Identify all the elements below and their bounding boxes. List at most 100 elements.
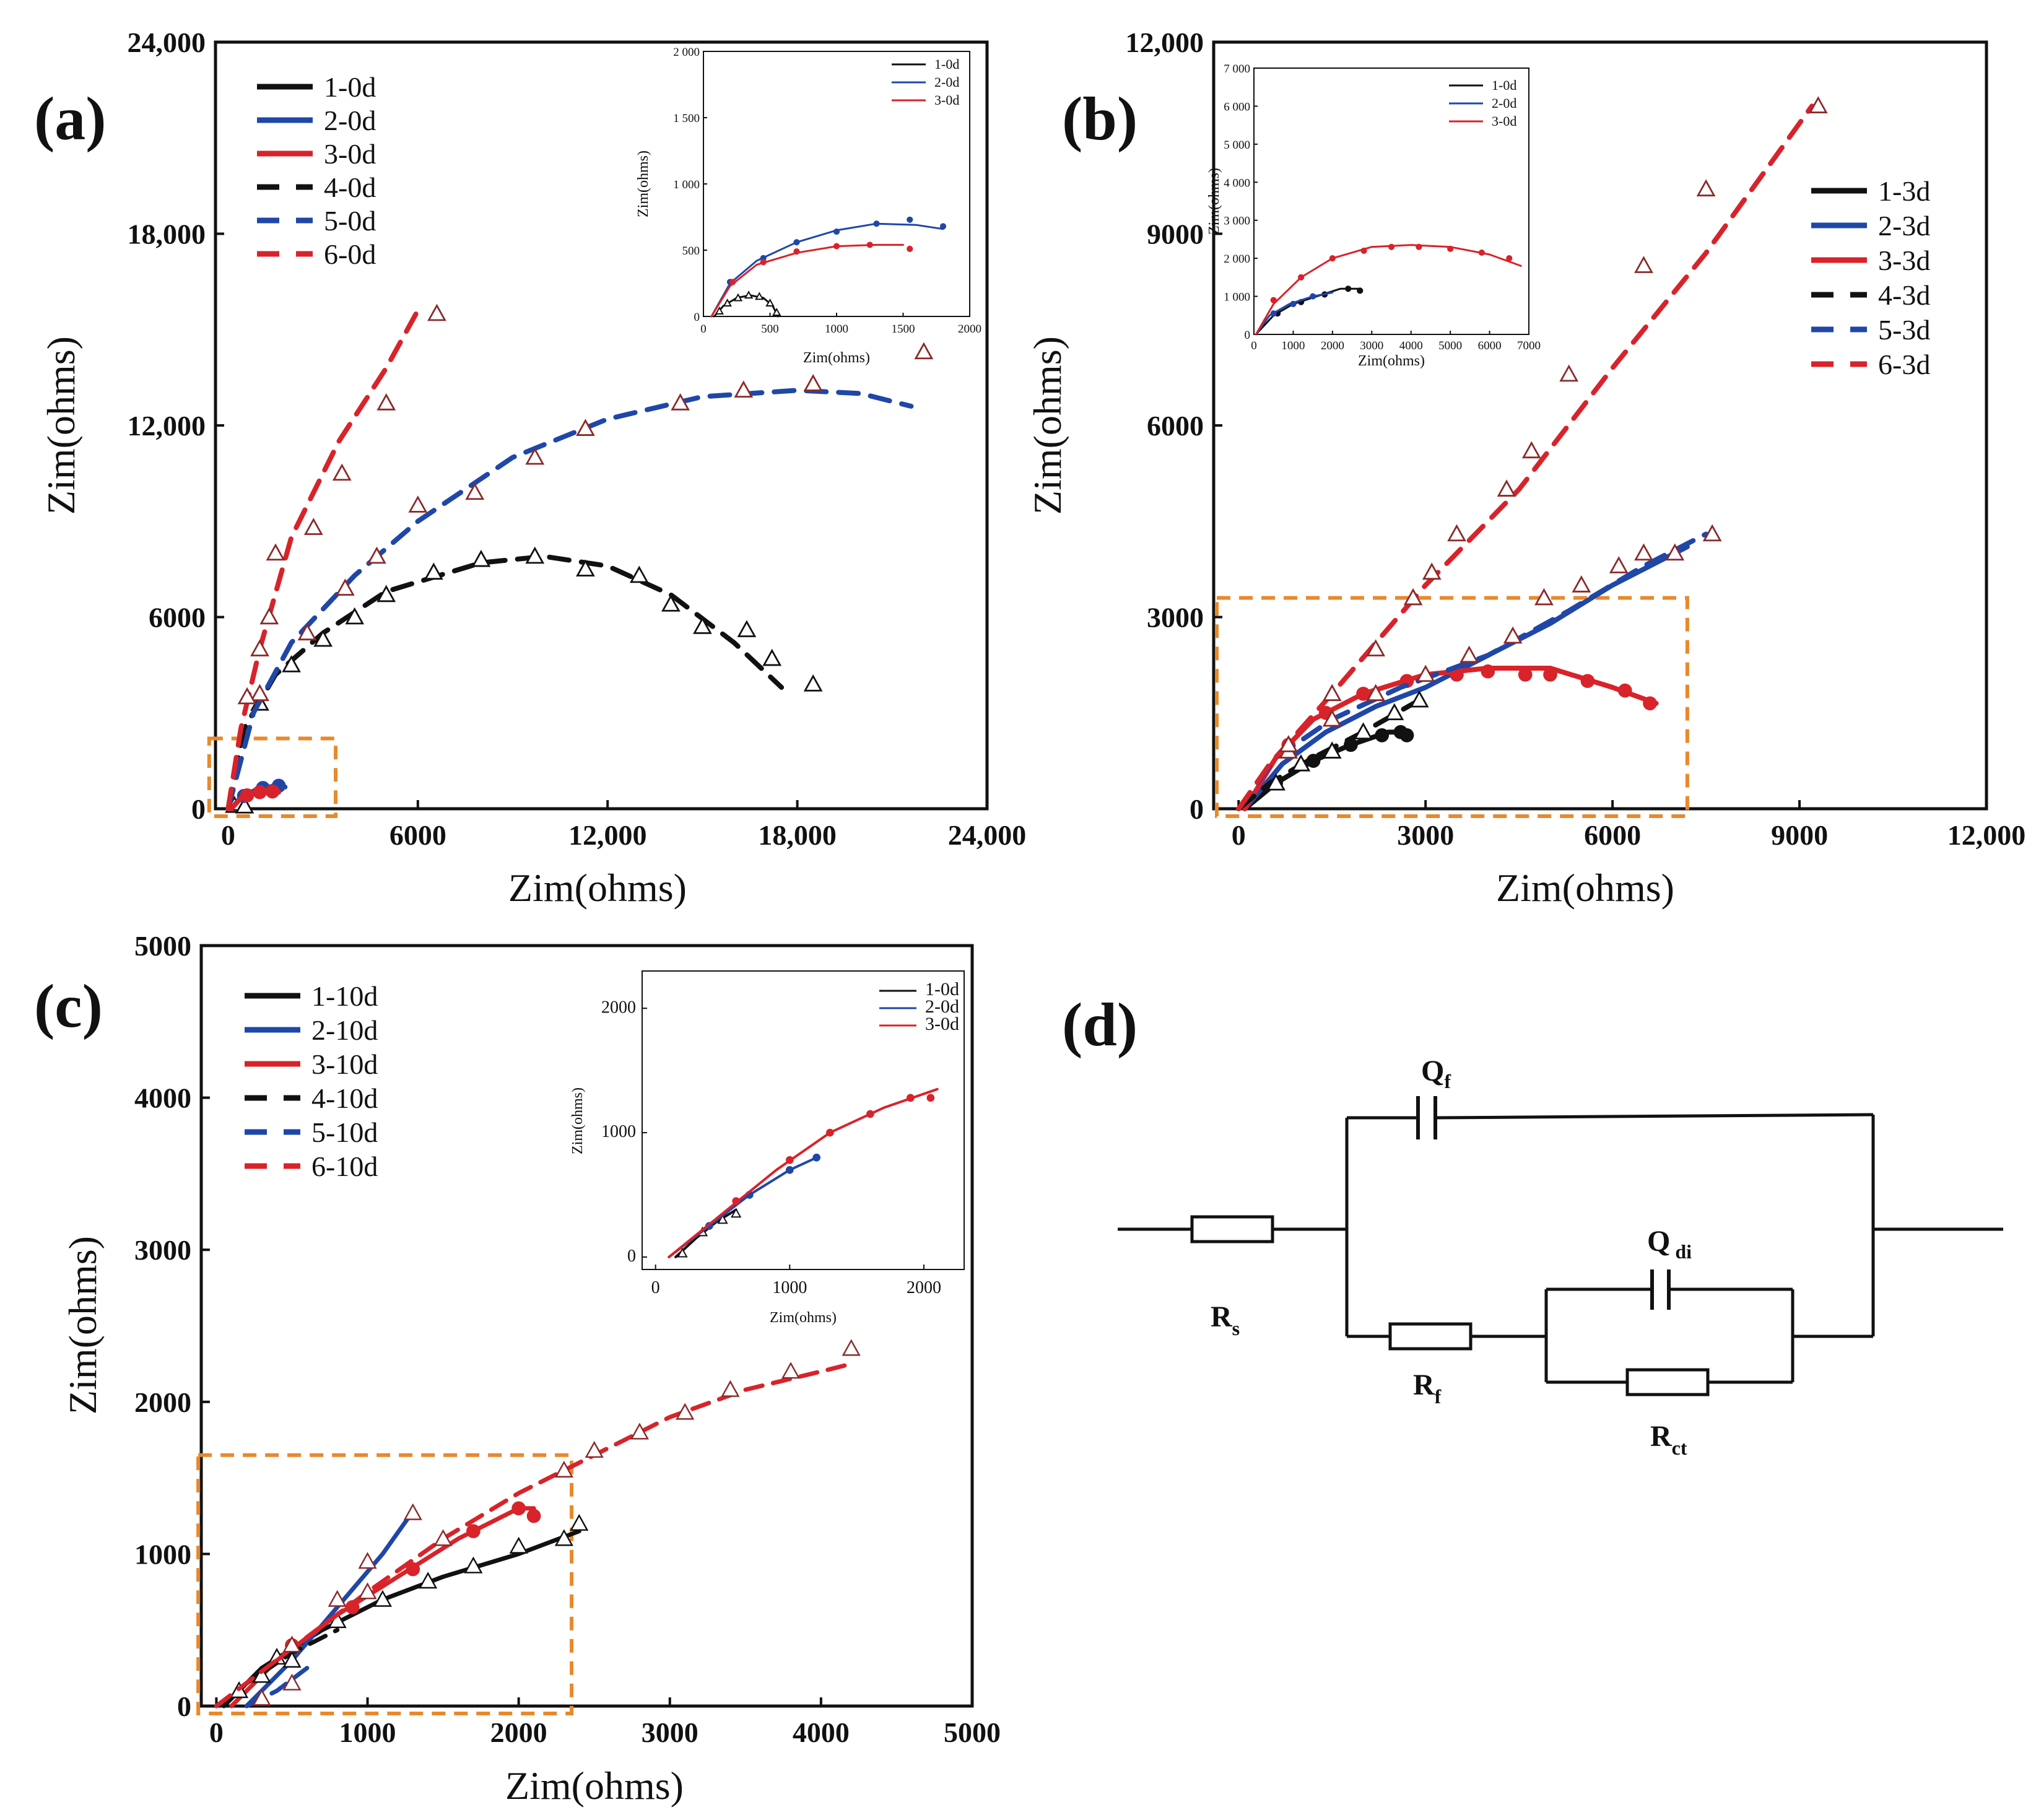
legend-label-4-10d: 4-10d: [311, 1082, 378, 1114]
panel-a-series: [225, 303, 934, 814]
resistor-rs: [1190, 1215, 1274, 1243]
data-point-1-0d: [765, 298, 775, 307]
data-point-6-0d: [259, 607, 279, 625]
panel-c-label: (c): [34, 972, 103, 1040]
series-line-6-10d: [214, 1361, 854, 1709]
data-point-1-0d: [715, 306, 724, 315]
y-tick-label: 12,000: [1126, 27, 1204, 58]
data-point-3-0d: [1298, 274, 1305, 281]
data-point-3-3d: [1543, 668, 1557, 682]
wire-top-right: [1435, 1113, 1874, 1120]
legend-label-3-10d: 3-10d: [311, 1048, 378, 1080]
data-point-3-0d: [907, 1094, 915, 1102]
panel-b-inset-series: [1255, 243, 1522, 336]
data-point-2-10d: [358, 1552, 377, 1569]
legend-label-5-0d: 5-0d: [324, 205, 376, 237]
data-point-2-0d: [786, 1166, 794, 1174]
data-point-5-3d: [1534, 588, 1554, 606]
y-tick-label: 0: [1245, 329, 1251, 342]
y-tick-label: 3000: [1147, 602, 1204, 634]
panel-b-inset-bg: [1254, 68, 1529, 334]
data-point-4-0d: [313, 629, 333, 647]
y-tick-label: 2 000: [1224, 253, 1250, 266]
x-tick-label: 4000: [793, 1717, 850, 1748]
y-tick-label: 1000: [601, 1122, 636, 1141]
data-point-4-0d: [525, 546, 545, 564]
panel-a-ylabel: Zim(ohms): [39, 336, 83, 515]
data-point-4-10d: [252, 1666, 271, 1683]
data-point-1-0d: [1345, 285, 1352, 292]
data-point-3-0d: [1478, 249, 1485, 256]
legend-label-4-3d: 4-3d: [1878, 279, 1930, 311]
data-point-2-0d: [1290, 300, 1297, 307]
data-point-3-10d: [511, 1501, 526, 1516]
panel-a-label: (a): [34, 84, 107, 153]
data-point-6-3d: [1521, 441, 1541, 459]
panel-c-inset-series: [668, 1087, 939, 1258]
legend-label-3-3d: 3-3d: [1878, 245, 1930, 276]
panel-b-ticks: 0 3000 6000 9000 12,000 0 3000 6000 9000 12,000: [1126, 27, 2026, 851]
y-tick-label: 12,000: [128, 410, 206, 442]
data-point-6-0d: [332, 463, 352, 481]
data-point-4-3d: [1322, 741, 1342, 759]
y-tick-label: 4 000: [1224, 176, 1250, 189]
data-point-3-3d: [1643, 696, 1657, 711]
series-line-3-0d: [668, 1087, 939, 1258]
panel-c-inset-xlabel: Zim(ohms): [770, 1310, 837, 1326]
x-tick-label: 2000: [1321, 339, 1344, 352]
data-point-3-10d: [466, 1524, 481, 1538]
data-point-3-0d: [907, 245, 913, 252]
x-tick-label: 1000: [825, 323, 848, 336]
data-point-5-0d: [914, 342, 934, 360]
panel-b-label: (b): [1062, 84, 1138, 153]
data-point-1-10d: [419, 1572, 438, 1589]
data-point-4-3d: [1385, 703, 1404, 721]
data-point-4-0d: [471, 549, 491, 567]
legend-label-2-0d: 2-0d: [934, 74, 959, 90]
data-point-5-3d: [1322, 709, 1342, 727]
data-point-1-0d: [772, 308, 781, 316]
data-point-1-0d: [744, 290, 754, 299]
panel-c: (c) Zim(ohms) Zim(ohms) 0 1000 2000 3000 400…: [34, 930, 1001, 1808]
data-point-2-0d: [907, 216, 913, 223]
x-tick-label: 6000: [1584, 819, 1641, 851]
data-point-5-0d: [408, 495, 428, 513]
series-line-2-3d: [1242, 544, 1690, 811]
panel-b-xlabel: Zim(ohms): [1496, 866, 1674, 910]
y-tick-label: 2000: [601, 998, 636, 1017]
data-point-6-0d: [427, 303, 446, 321]
series-line-1-10d: [222, 1529, 581, 1709]
data-point-6-0d: [250, 639, 269, 656]
data-point-3-0d: [1416, 243, 1422, 250]
data-point-3-0d: [729, 279, 736, 285]
data-point-3-0d: [760, 259, 767, 266]
legend-label-6-10d: 6-10d: [311, 1151, 378, 1182]
data-point-3-10d: [526, 1509, 541, 1523]
data-point-5-10d: [252, 1689, 271, 1706]
x-tick-label: 18,000: [758, 819, 837, 851]
resistor-rct: [1625, 1368, 1710, 1396]
data-point-5-0d: [803, 374, 823, 391]
legend-label-5-10d: 5-10d: [311, 1117, 378, 1148]
y-tick-label: 1 000: [1224, 291, 1250, 304]
series-line-6-0d: [225, 308, 420, 811]
panel-a-inset-ylabel: Zim(ohms): [635, 150, 651, 217]
data-point-1-10d: [554, 1529, 573, 1546]
x-tick-label: 1000: [339, 1717, 396, 1748]
data-point-1-0d: [1357, 287, 1364, 294]
data-point-3-0d: [1447, 245, 1454, 252]
x-tick-label: 6000: [1478, 339, 1502, 352]
data-point-5-10d: [282, 1673, 302, 1691]
data-point-4-10d: [282, 1650, 302, 1668]
data-point-6-0d: [266, 543, 285, 561]
data-point-2-0d: [793, 239, 800, 246]
x-tick-label: 3000: [642, 1717, 698, 1748]
data-point-1-0d: [717, 1214, 728, 1224]
series-line-2-10d: [244, 1509, 415, 1709]
y-tick-label: 0: [1190, 793, 1204, 825]
data-point-5-0d: [576, 419, 595, 436]
data-point-3-0d: [826, 1128, 834, 1137]
data-point-5-0d: [525, 447, 545, 465]
data-point-1-0d: [755, 292, 764, 300]
data-point-1-3d: [1375, 728, 1390, 742]
